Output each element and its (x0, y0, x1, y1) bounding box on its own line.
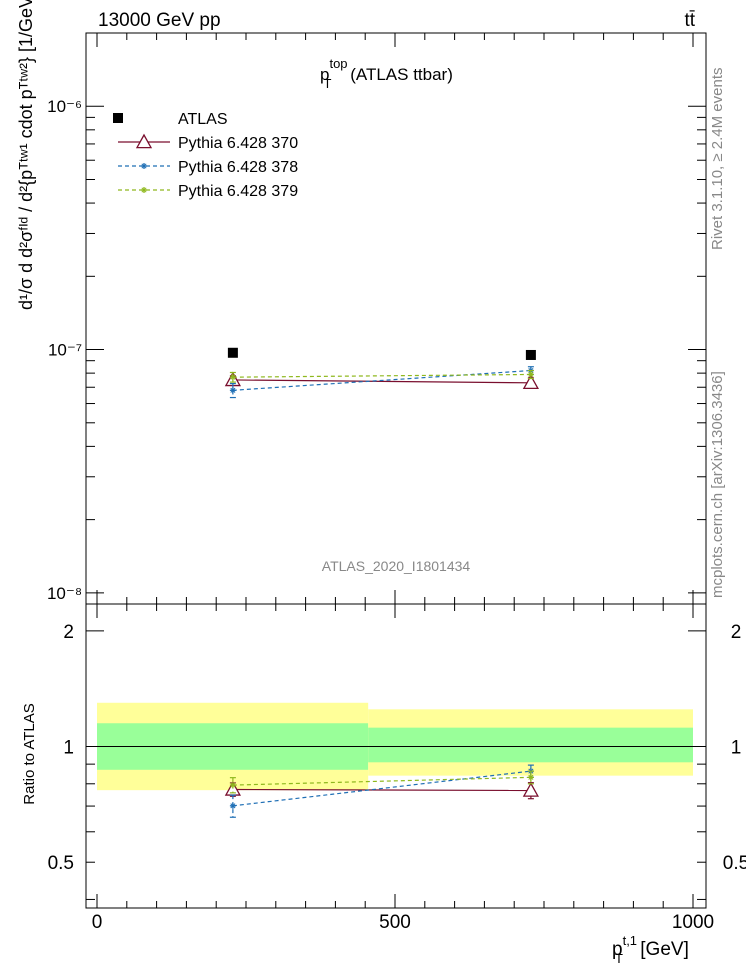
series-point-main-d2 (528, 371, 534, 378)
series-line-main (232, 379, 531, 384)
series-line-ratio (232, 788, 531, 792)
series-point-main (522, 374, 539, 390)
ratio-y-tick-label: 1 (63, 738, 74, 759)
series-line-main (232, 369, 531, 391)
legend: ATLAS Pythia 6.428 370 Pythia 6.428 378 Pyt… (113, 111, 298, 200)
legend-label: Pythia 6.428 378 (178, 159, 298, 176)
chart-title-suffix: (ATLAS ttbar) (346, 65, 453, 84)
legend-label: Pythia 6.428 379 (178, 183, 298, 200)
main-y-tick-label: 10⁻⁸ (47, 584, 82, 603)
legend-label: Pythia 6.428 370 (178, 135, 298, 152)
legend-label-atlas: ATLAS (178, 111, 228, 128)
ratio-bands (97, 702, 693, 791)
ratio-y-tick-label-right: 1 (731, 738, 742, 759)
ratio-y-axis-label: Ratio to ATLAS (21, 703, 38, 804)
ratio-plot-frame (85, 603, 707, 909)
series-line-main (232, 373, 531, 378)
series-3 (229, 369, 534, 794)
ratio-y-tick-label: 0.5 (48, 853, 74, 874)
atlas-data-point (227, 347, 238, 358)
series-point-main (527, 371, 534, 378)
main-y-axis-label-text: d¹/σ d d²σᶠᴵᵈ / d²{pᵀᵗʷ¹ cdot pᵀᵗʷ²} [1/… (16, 0, 36, 310)
x-tick-label: 500 (379, 912, 411, 933)
x-tick-label: 1000 (672, 912, 714, 933)
legend-marker-d2 (141, 163, 147, 169)
ratio-y-tick-label: 2 (63, 622, 74, 643)
rivet-label: Rivet 3.1.10, ≥ 2.4M events (709, 68, 726, 251)
mcplots-label: mcplots.cern.ch [arXiv:1306.3436] (709, 371, 726, 598)
chart-title-sub: T (324, 76, 332, 91)
legend-marker-d2 (141, 187, 147, 193)
series-point-ratio-d2 (230, 782, 236, 788)
series-point-main (229, 374, 236, 381)
series-point-ratio (229, 782, 236, 789)
ratio-band-inner (368, 727, 693, 763)
x-axis-label-sub: T (615, 951, 623, 966)
series-point-ratio-d2 (230, 803, 236, 809)
series-point-ratio-d2 (528, 774, 534, 780)
x-axis-label: pt,1 T [GeV] (612, 933, 689, 966)
main-y-axis-label: d¹/σ d d²σᶠᴵᵈ / d²{pᵀᵗʷ¹ cdot pᵀᵗʷ²} [1/… (16, 0, 36, 310)
process-label: tt̄ (684, 10, 695, 31)
ratio-y-tick-label-right: 2 (731, 622, 742, 643)
chart-title: ptop T (ATLAS ttbar) (320, 56, 453, 91)
data-marks (224, 347, 539, 818)
x-axis-label-suffix: [GeV] (635, 939, 689, 960)
series-point-main (229, 387, 236, 394)
series-point-ratio (522, 782, 539, 797)
analysis-watermark: ATLAS_2020_I1801434 (322, 558, 471, 574)
x-axis-label-sup: t,1 (623, 933, 637, 948)
chart-title-sup: top (329, 56, 347, 71)
series-point-main-d2 (230, 387, 236, 393)
x-axis-label-main: p (612, 939, 623, 960)
legend-marker-atlas (113, 113, 123, 123)
main-y-tick-label: 10⁻⁶ (47, 97, 82, 116)
legend-marker (135, 133, 153, 149)
energy-label: 13000 GeV pp (98, 10, 221, 31)
series-point-main-d2 (230, 374, 236, 380)
x-tick-label: 0 (92, 912, 103, 933)
axis-ticks: 0 500 1000 10⁻⁸ 10⁻⁷ 10⁻⁶ 0.5 0.5 1 1 2 2 (47, 32, 746, 933)
atlas-data-point (525, 349, 536, 360)
main-y-tick-label: 10⁻⁷ (48, 341, 82, 360)
series-line-ratio (232, 776, 531, 786)
chart-title-main: p (320, 65, 329, 84)
series-point-ratio (527, 774, 534, 781)
plot-frames (85, 32, 707, 909)
series-point-ratio (229, 802, 236, 809)
series-line-ratio (232, 770, 531, 807)
ratio-y-tick-label-right: 0.5 (723, 853, 746, 874)
legend-marker (141, 163, 147, 169)
legend-marker (141, 187, 147, 193)
